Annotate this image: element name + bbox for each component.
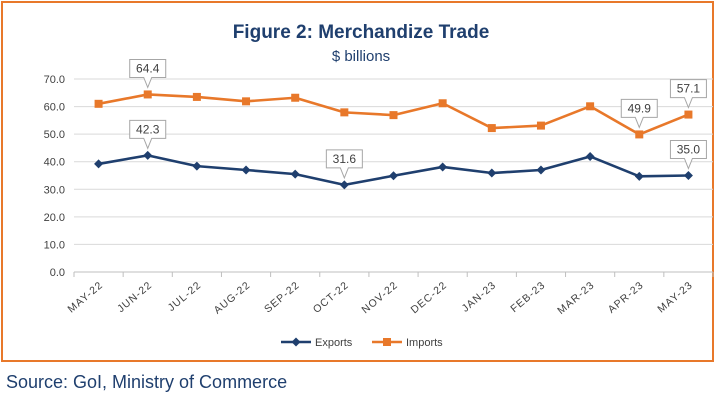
exports-data-label: 31.6 bbox=[333, 152, 357, 166]
exports-point bbox=[438, 162, 448, 172]
exports-point bbox=[192, 161, 202, 171]
x-tick-label: SEP-22 bbox=[262, 279, 302, 315]
imports-point bbox=[536, 121, 545, 130]
exports-point bbox=[290, 169, 300, 179]
y-tick-label: 60.0 bbox=[44, 102, 65, 114]
x-tick-label: JUN-22 bbox=[115, 279, 155, 315]
y-tick-label: 0.0 bbox=[50, 267, 65, 279]
exports-point bbox=[585, 151, 595, 161]
x-tick-label: MAR-23 bbox=[555, 279, 597, 317]
legend-imports-label: Imports bbox=[406, 337, 443, 349]
imports-data-label: 57.1 bbox=[677, 82, 701, 96]
imports-point bbox=[192, 92, 201, 101]
x-tick-label: MAY-22 bbox=[65, 279, 105, 315]
chart-subtitle: $ billions bbox=[331, 48, 391, 65]
y-tick-label: 50.0 bbox=[44, 129, 65, 141]
x-tick-label: FEB-23 bbox=[508, 279, 548, 315]
imports-data-label: 49.9 bbox=[628, 101, 652, 115]
exports-data-label: 42.3 bbox=[136, 122, 160, 136]
exports-point bbox=[487, 168, 497, 178]
x-tick-label: AUG-22 bbox=[212, 279, 253, 316]
x-tick-label: DEC-22 bbox=[409, 279, 450, 316]
exports-point bbox=[536, 165, 546, 175]
imports-data-callout bbox=[620, 98, 658, 129]
imports-point bbox=[487, 124, 496, 133]
y-tick-label: 10.0 bbox=[44, 239, 65, 251]
imports-data-label: 64.4 bbox=[136, 61, 160, 75]
legend-imports-marker bbox=[383, 338, 391, 346]
exports-point bbox=[241, 165, 251, 175]
x-tick-label: JAN-23 bbox=[460, 279, 499, 315]
imports-data-callout bbox=[129, 58, 167, 89]
imports-point bbox=[291, 93, 300, 102]
exports-point bbox=[389, 171, 398, 181]
x-tick-label: APR-23 bbox=[606, 279, 646, 316]
imports-point bbox=[94, 99, 103, 108]
y-tick-label: 70.0 bbox=[44, 74, 65, 86]
imports-point bbox=[438, 99, 447, 108]
imports-point bbox=[242, 97, 251, 106]
imports-point bbox=[389, 111, 398, 120]
exports-data-callout bbox=[325, 149, 363, 180]
exports-point bbox=[634, 171, 644, 181]
x-tick-label: MAY-23 bbox=[655, 279, 695, 315]
x-tick-label: JUL-22 bbox=[166, 279, 204, 314]
exports-data-callout bbox=[129, 119, 167, 150]
imports-point bbox=[586, 102, 595, 111]
exports-point bbox=[143, 150, 153, 160]
imports-point bbox=[143, 90, 152, 99]
imports-point bbox=[635, 130, 644, 139]
chart-title: Figure 2: Merchandize Trade bbox=[232, 22, 490, 43]
exports-data-callout bbox=[669, 140, 707, 170]
exports-point bbox=[339, 180, 349, 190]
x-tick-label: NOV-22 bbox=[359, 279, 400, 316]
exports-data-label: 35.0 bbox=[677, 143, 701, 157]
imports-data-callout bbox=[669, 79, 707, 109]
imports-point bbox=[340, 108, 349, 117]
exports-point bbox=[94, 159, 104, 169]
y-tick-label: 40.0 bbox=[44, 157, 65, 169]
legend-exports-marker bbox=[291, 337, 301, 347]
source-note: Source: GoI, Ministry of Commerce bbox=[6, 372, 288, 392]
exports-point bbox=[683, 171, 693, 180]
y-tick-label: 20.0 bbox=[44, 212, 65, 224]
imports-point bbox=[684, 110, 693, 119]
exports-line bbox=[98, 154, 689, 187]
x-tick-label: OCT-22 bbox=[311, 279, 351, 316]
legend-exports-label: Exports bbox=[315, 337, 353, 349]
y-tick-label: 30.0 bbox=[44, 184, 65, 196]
